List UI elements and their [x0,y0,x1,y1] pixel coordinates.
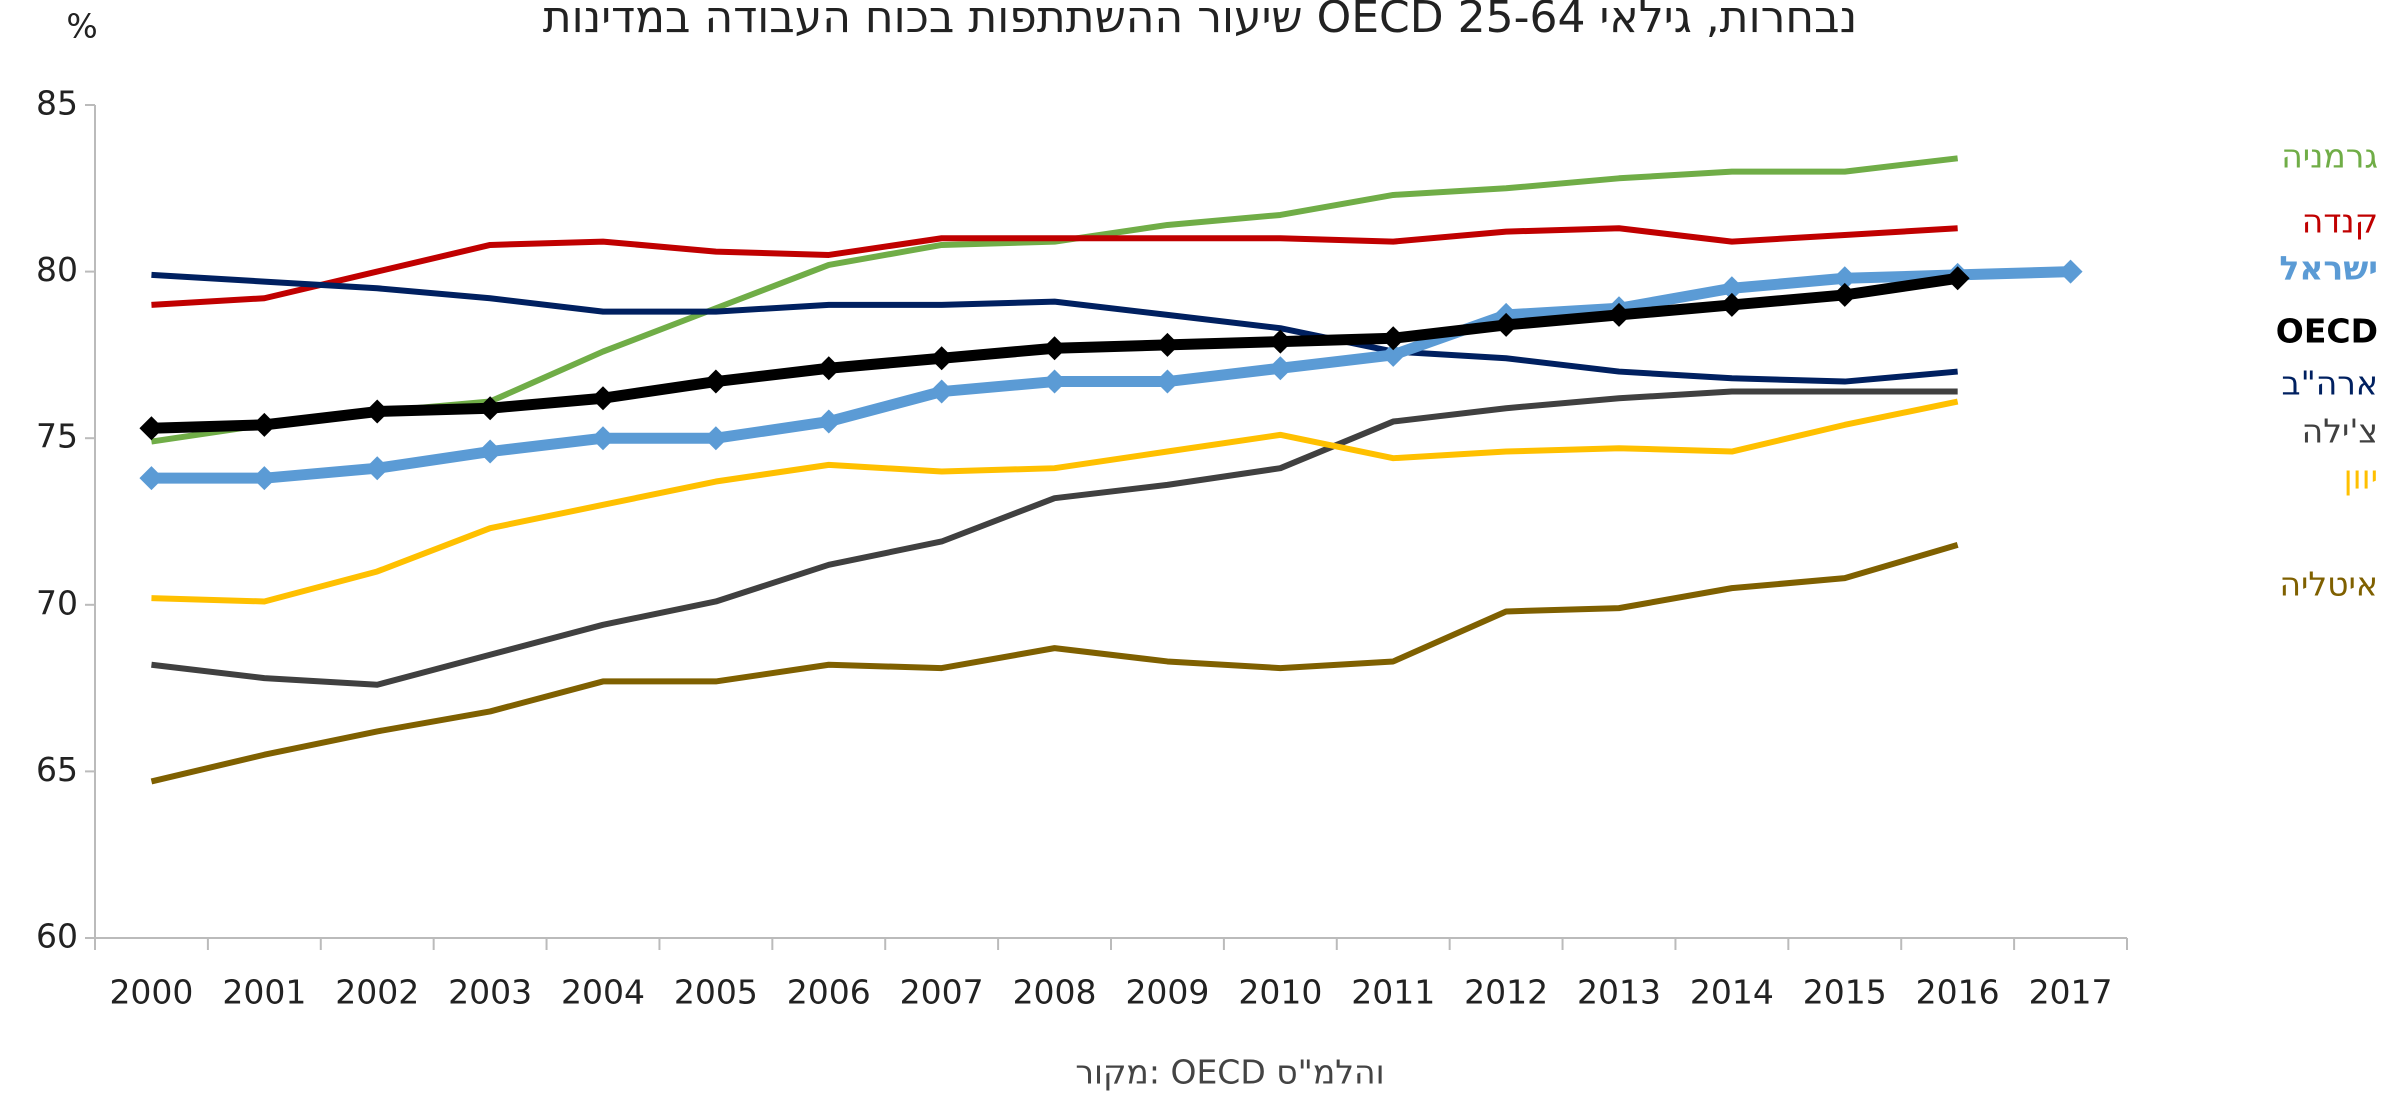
point-marker [1268,329,1293,354]
series-line [151,266,2071,484]
point-marker [139,466,164,491]
point-marker [2058,259,2083,284]
legend-label: איטליה [2279,565,2378,604]
point-marker [139,416,164,441]
series-line [151,388,1958,688]
point-marker [703,369,728,394]
y-tick-label: 65 [36,750,78,789]
x-tick-label: 2014 [1690,973,1774,1012]
y-tick-label: 80 [36,250,78,289]
x-tick-label: 2010 [1238,973,1322,1012]
point-marker [591,386,615,411]
point-marker [1268,356,1293,381]
x-tick-label: 2013 [1577,973,1661,1012]
point-marker [1945,266,1970,291]
legend-label: גרמניה [2281,137,2378,176]
legend-label: OECD [2276,312,2378,351]
point-marker [1042,369,1067,394]
point-marker [365,399,390,424]
point-marker [478,439,503,464]
x-tick-label: 2015 [1803,973,1887,1012]
point-marker [703,426,728,451]
point-marker [929,379,954,404]
x-tick-label: 2012 [1464,973,1548,1012]
x-tick-label: 2001 [222,973,306,1012]
point-marker [1155,369,1180,394]
point-marker [1155,332,1180,357]
point-marker [365,456,390,481]
legend-label: צ'ילה [2302,412,2378,451]
y-tick-label: 75 [36,417,78,456]
point-marker [1832,266,1857,291]
point-marker [252,412,277,437]
x-tick-label: 2005 [674,973,758,1012]
y-tick-label: 70 [36,583,78,622]
legend-label: יוון [2344,458,2378,497]
x-tick-label: 2007 [900,973,984,1012]
point-marker [816,356,841,381]
series-line [150,541,1959,785]
legend-label: ישראל [2279,249,2378,288]
point-marker [1381,342,1406,367]
x-tick-label: 2016 [1916,973,2000,1012]
y-tick-label: 85 [36,84,78,123]
point-marker [1832,282,1857,307]
series-line [151,225,1958,308]
x-tick-label: 2017 [2029,973,2113,1012]
x-tick-label: 2000 [109,973,193,1012]
series-line [151,398,1959,605]
point-marker [591,426,615,451]
series-line [151,271,1958,385]
legend-label: קנדה [2302,202,2378,241]
point-marker [252,466,277,491]
point-marker [1719,292,1744,317]
source: מקור: OECD והלמ"ס [1075,1053,1384,1092]
x-tick-label: 2004 [561,973,645,1012]
point-marker [929,346,954,371]
x-tick-label: 2011 [1351,973,1435,1012]
x-tick-label: 2002 [335,973,419,1012]
point-marker [1719,276,1744,301]
x-tick-label: 2009 [1125,973,1209,1012]
legend-label: ארה"ב [2281,364,2378,403]
point-marker [1042,336,1067,361]
y-axis-label: % [66,7,97,46]
point-marker [1381,326,1406,351]
point-marker [1607,302,1631,327]
x-tick-label: 2006 [787,973,871,1012]
x-tick-label: 2003 [448,973,532,1012]
point-marker [1494,312,1519,337]
point-marker [816,409,841,434]
x-tick-label: 2008 [1013,973,1097,1012]
chart-title: שיעור ההשתתפות בכוח העבודה במדינות OECD … [543,0,1857,43]
y-tick-label: 60 [36,917,78,956]
point-marker [478,396,503,421]
